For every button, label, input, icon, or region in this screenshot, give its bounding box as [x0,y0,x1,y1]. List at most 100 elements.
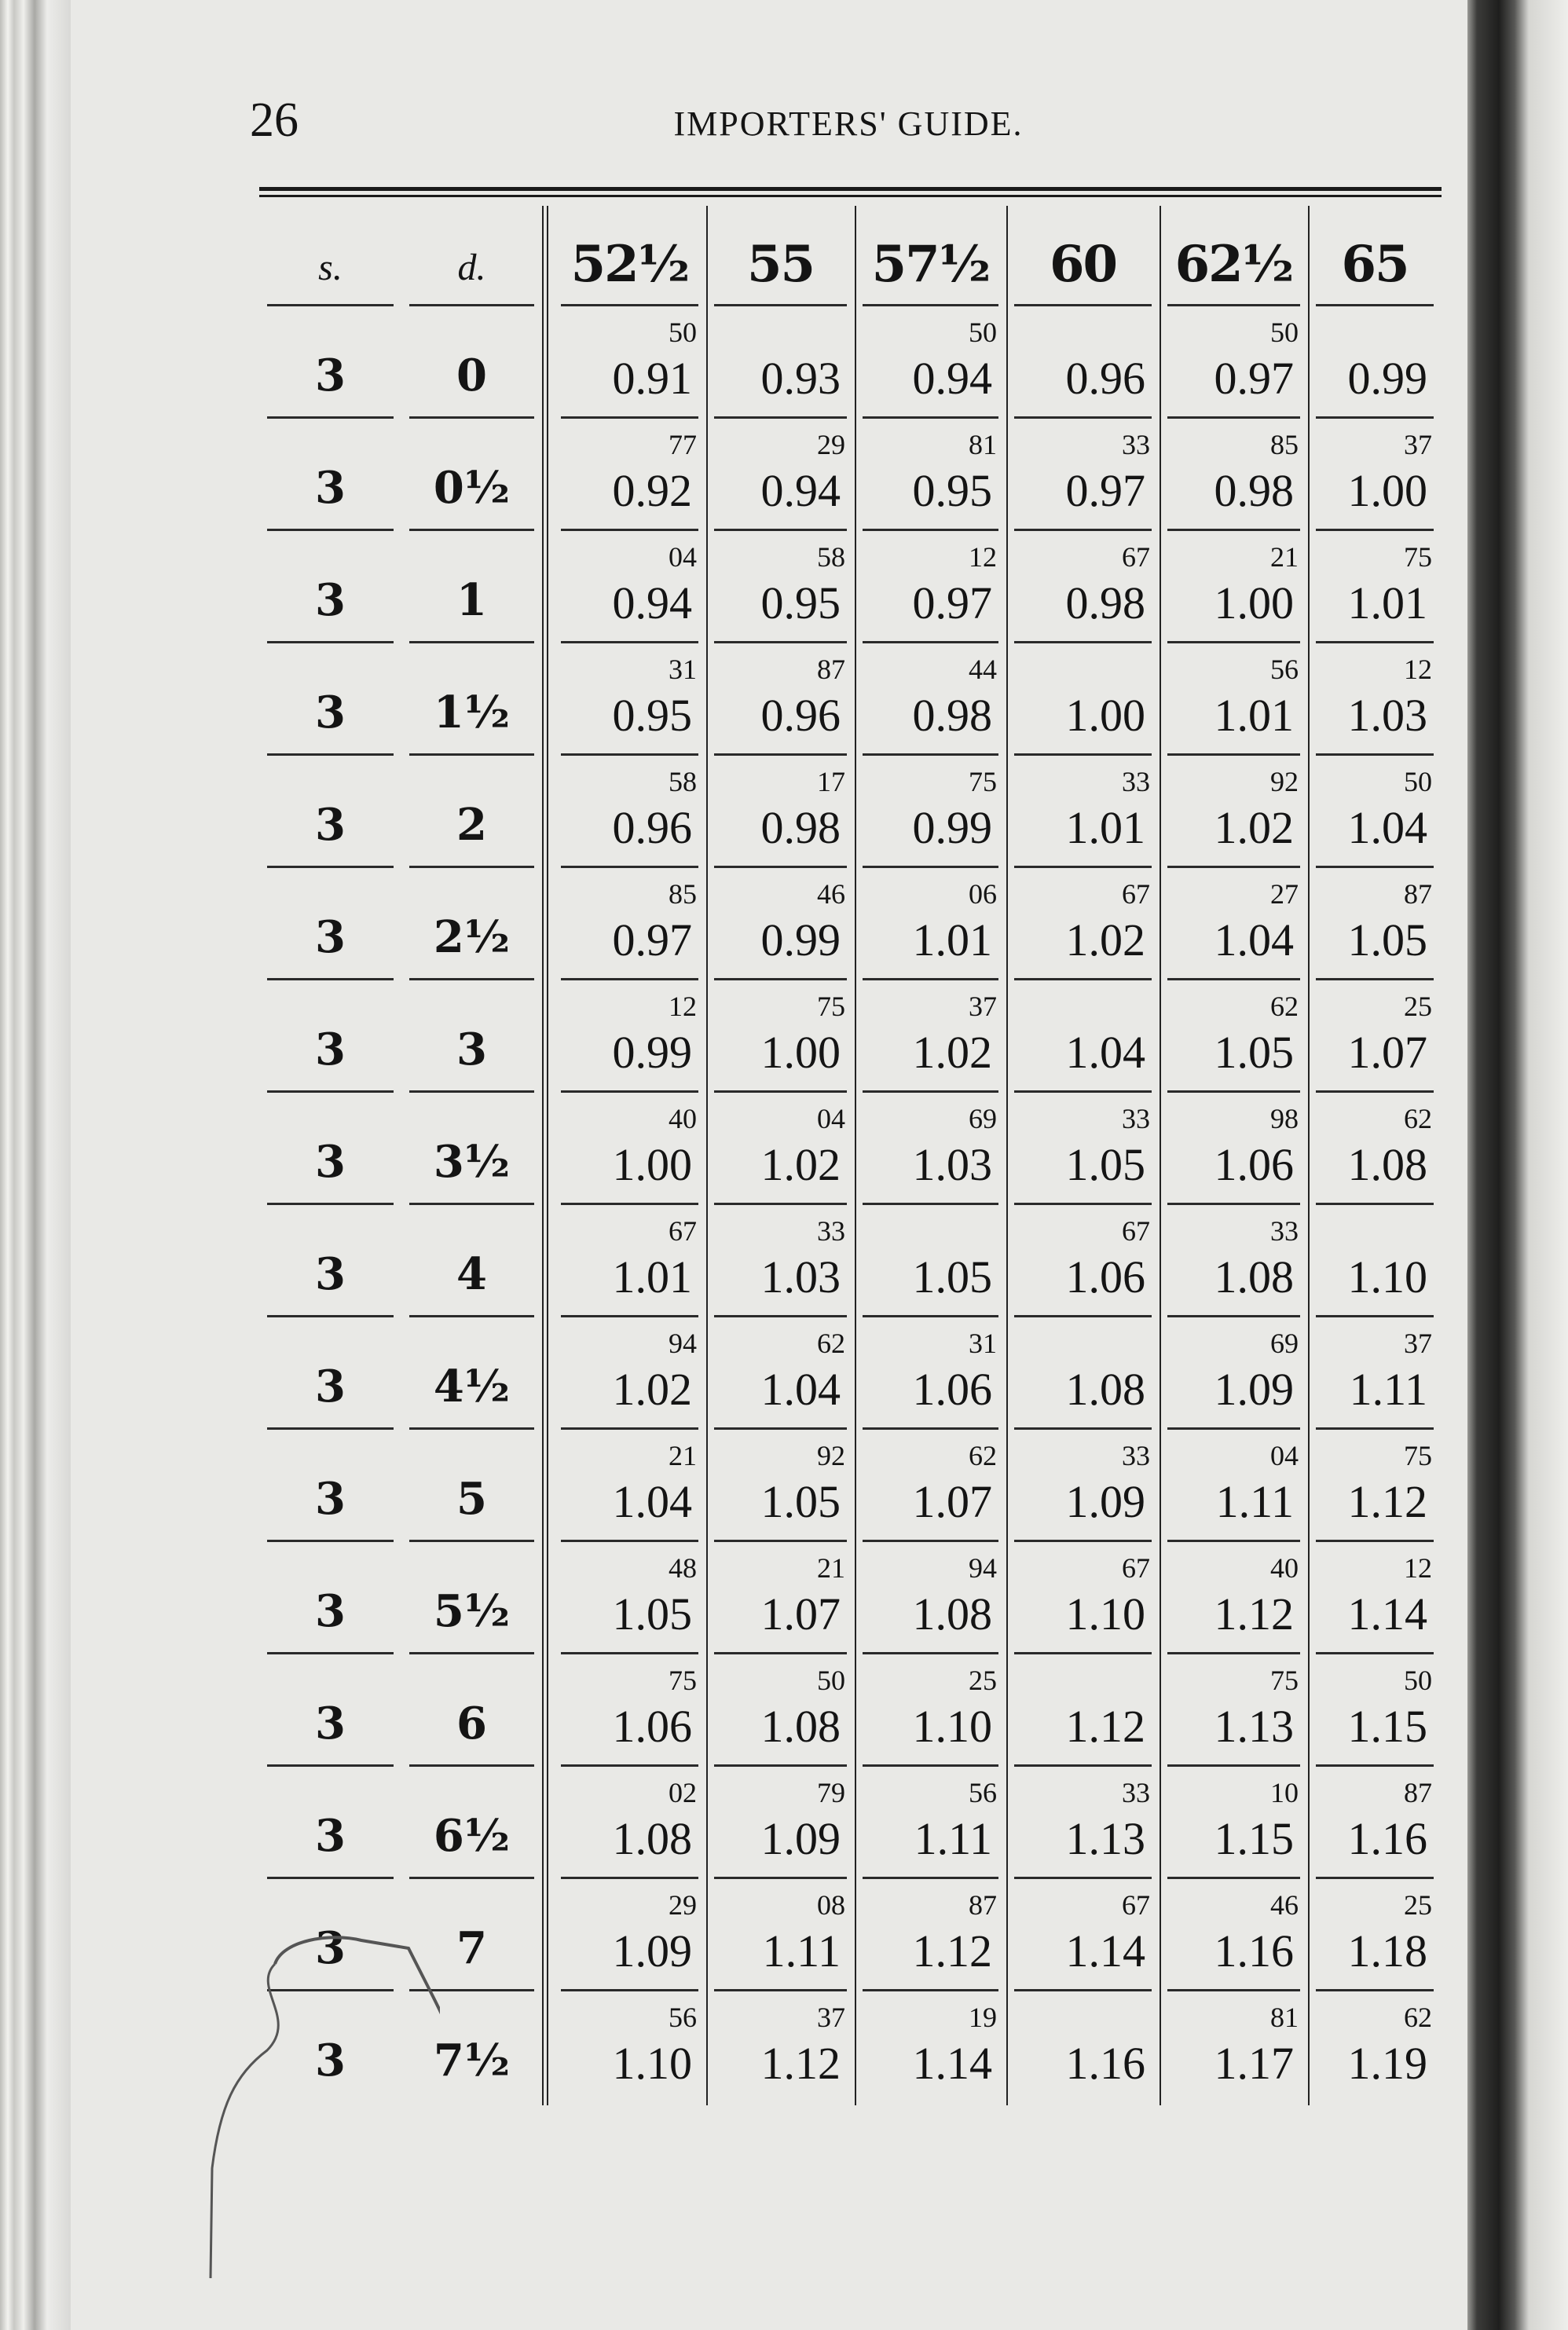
dollar-value: 1.07 [760,1588,841,1639]
rate-label: 52½ [570,235,691,294]
cell-underline [714,641,847,643]
header-rate: 60 [1006,206,1160,306]
fraction-superscript: 75 [1404,1440,1432,1471]
table-row: 3 1½ 31 0.95 87 0.96 44 0.98 1.00 56 1.01 12 1.03 [259,643,1442,756]
value-cell: 10 1.15 [1160,1767,1308,1879]
fraction-superscript: 10 [1270,1777,1299,1808]
column-divider [1006,206,1008,2105]
fraction-superscript: 33 [1122,1103,1150,1134]
pence-cell: 0 [401,306,542,419]
cell-underline [863,978,998,980]
column-divider [855,206,856,2105]
dollar-value: 0.93 [760,353,841,404]
dollar-value: 1.14 [1065,1925,1146,1976]
shillings-value: 3 [315,1024,346,1075]
cell-underline [561,304,698,306]
value-cell: 33 0.97 [1006,419,1160,531]
shillings-value: 3 [315,1248,346,1300]
dollar-value: 1.16 [1065,2038,1146,2089]
dollar-value: 1.01 [1214,690,1295,741]
value-cell: 67 1.14 [1006,1879,1160,1991]
table-row: 3 6 75 1.06 50 1.08 25 1.10 1.12 75 1.13 50 1.15 [259,1654,1442,1767]
shillings-value: 3 [315,1585,346,1637]
value-cell: 46 0.99 [706,868,855,980]
fraction-superscript: 31 [969,1328,997,1359]
value-cell: 31 1.06 [855,1317,1006,1430]
dollar-value: 1.04 [612,1476,693,1527]
cell-underline [714,1877,847,1879]
fraction-superscript: 17 [817,766,845,797]
cell-underline [409,1989,534,1991]
table-row: 3 2½ 85 0.97 46 0.99 06 1.01 67 1.02 27 1.04 87 1.05 [259,868,1442,980]
value-cell: 92 1.05 [706,1430,855,1542]
shillings-cell: 3 [259,980,401,1093]
cell-underline [267,1540,394,1542]
dollar-value: 1.13 [1214,1701,1295,1752]
dollar-value: 1.11 [762,1925,841,1976]
dollar-value: 1.04 [1065,1027,1146,1078]
dollar-value: 1.00 [1347,465,1428,516]
fraction-superscript: 62 [969,1440,997,1471]
cell-underline [1167,866,1300,868]
value-cell: 81 0.95 [855,419,1006,531]
cell-underline [561,1203,698,1205]
dollar-value: 1.02 [1214,802,1295,853]
value-cell: 85 0.98 [1160,419,1308,531]
value-cell: 0.96 [1006,306,1160,419]
value-cell: 75 1.01 [1308,531,1442,643]
value-cell: 75 1.00 [706,980,855,1093]
pence-value: 4 [456,1248,487,1300]
value-cell: 50 1.08 [706,1654,855,1767]
header-rate: 62½ [1160,206,1308,306]
pence-cell: 0½ [401,419,542,531]
table-row: 3 7½ 56 1.10 37 1.12 19 1.14 1.16 81 1.17 62 1.19 [259,1991,1442,2104]
dollar-value: 1.10 [612,2038,693,2089]
dollar-value: 1.02 [612,1364,693,1415]
fraction-superscript: 37 [1404,429,1432,460]
fraction-superscript: 62 [1404,1103,1432,1134]
shillings-value: 3 [315,2035,346,2086]
value-cell: 29 1.09 [553,1879,706,1991]
fraction-superscript: 33 [1122,766,1150,797]
cell-underline [267,1427,394,1430]
dollar-value: 1.09 [1214,1364,1295,1415]
value-cell: 1.04 [1006,980,1160,1093]
pence-value: 2½ [433,911,511,963]
cell-underline [561,1764,698,1767]
cell-underline [1014,753,1152,756]
cell-underline [863,1877,998,1879]
shillings-cell: 3 [259,306,401,419]
cell-underline [561,1427,698,1430]
rate-label: 62½ [1174,235,1295,294]
dollar-value: 1.09 [1065,1476,1146,1527]
cell-underline [267,1877,394,1879]
pence-cell: 1½ [401,643,542,756]
fraction-superscript: 58 [817,541,845,573]
value-cell: 37 1.02 [855,980,1006,1093]
value-cell: 0.99 [1308,306,1442,419]
dollar-value: 1.16 [1214,1925,1295,1976]
cell-underline [561,1090,698,1093]
cell-underline [409,1877,534,1879]
fraction-superscript: 92 [817,1440,845,1471]
dollar-value: 1.12 [760,2038,841,2089]
value-cell: 87 1.12 [855,1879,1006,1991]
value-cell: 37 1.11 [1308,1317,1442,1430]
dollar-value: 1.18 [1347,1925,1428,1976]
dollar-value: 1.09 [760,1813,841,1864]
column-divider [706,206,708,2105]
value-cell: 46 1.16 [1160,1879,1308,1991]
rate-label: 60 [1049,235,1118,294]
fraction-superscript: 33 [1270,1215,1299,1247]
cell-underline [561,1315,698,1317]
cell-underline [714,529,847,531]
dollar-value: 1.02 [1065,914,1146,965]
pence-value: 3 [456,1024,487,1075]
cell-underline [409,1203,534,1205]
fraction-superscript: 31 [669,654,697,685]
cell-underline [1014,1427,1152,1430]
dollar-value: 0.99 [612,1027,693,1078]
dollar-value: 1.03 [1347,690,1428,741]
dollar-value: 1.03 [912,1139,993,1190]
fraction-superscript: 29 [817,429,845,460]
